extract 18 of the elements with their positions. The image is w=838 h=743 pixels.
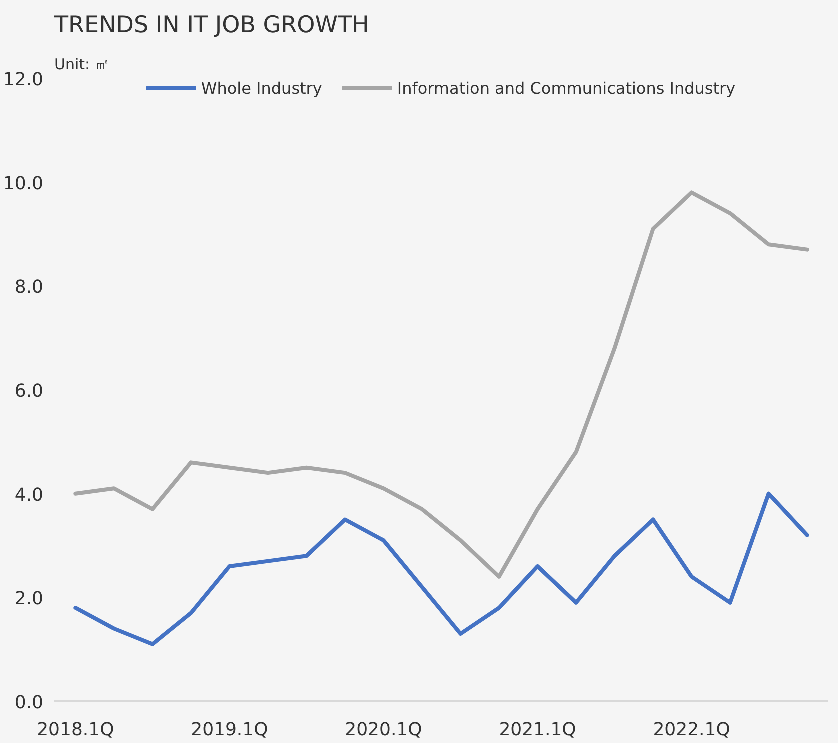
x-tick-label: 2020.1Q [345, 720, 422, 740]
line-series [74, 492, 810, 646]
y-tick-label: 8.0 [14, 277, 44, 298]
y-tick-label: 6.0 [14, 381, 44, 402]
text: Unit: ㎡ [54, 56, 110, 74]
y-tick-label: 0.0 [14, 692, 44, 714]
y-tick-label: 12.0 [3, 70, 44, 90]
y-tick-label: 10.0 [3, 173, 44, 194]
x-tick-label: 2022.1Q [653, 720, 730, 740]
line-series [74, 190, 810, 579]
x-tick-label: 2018.1Q [37, 720, 114, 740]
x-tick-label: 2019.1Q [191, 720, 268, 740]
legend-label: Information and Communications Industry [397, 78, 736, 98]
y-tick-label: 4.0 [14, 484, 44, 506]
legend-label: Whole Industry [201, 78, 322, 98]
x-tick-label: 2021.1Q [499, 720, 576, 740]
chart-title: TRENDS IN IT JOB GROWTH [54, 12, 370, 38]
y-tick-label: 2.0 [14, 588, 44, 610]
